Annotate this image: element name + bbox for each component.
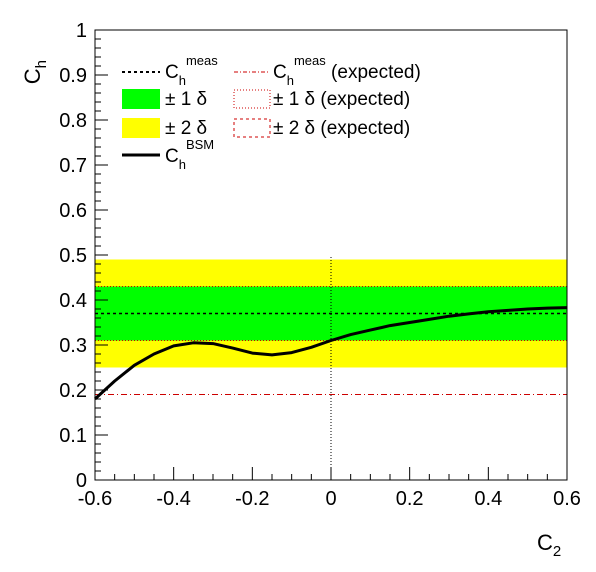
legend-label-meas-expected: Chmeas (expected) — [273, 53, 421, 88]
y-tick-label: 0 — [76, 470, 87, 492]
legend-label-bsm: ChBSM — [165, 137, 214, 172]
legend-swatch-1sigma — [122, 89, 160, 109]
x-tick-label: 0.2 — [396, 488, 424, 510]
y-tick-label: 0.3 — [59, 335, 87, 357]
bsm-curve — [93, 306, 568, 401]
bsm-curve-group — [93, 306, 568, 401]
y-tick-label: 0.7 — [59, 155, 87, 177]
y-tick-label: 0.1 — [59, 425, 87, 447]
x-tick-label: -0.4 — [156, 488, 190, 510]
y-ticks: 0 0.1 0.2 0.3 0.4 0.5 0.6 0.7 0.8 0.9 1 — [59, 20, 108, 492]
legend-label-1sigma: ± 1 δ — [165, 89, 207, 110]
x-tick-label: 0 — [325, 488, 336, 510]
y-tick-label: 1 — [76, 20, 87, 42]
y-axis-title: Ch — [20, 60, 50, 84]
legend-swatch-2sigma-expected — [233, 118, 271, 138]
legend-swatch-2sigma — [122, 118, 160, 138]
x-ticks: -0.6 -0.4 -0.2 0 0.2 0.4 0.6 — [78, 467, 581, 510]
y-tick-label: 0.8 — [59, 110, 87, 132]
y-tick-label: 0.5 — [59, 245, 87, 267]
x-tick-label: 0.4 — [474, 488, 502, 510]
x-axis-title: C2 — [537, 530, 561, 560]
x-tick-label: -0.6 — [78, 488, 112, 510]
reference-lines — [95, 255, 567, 480]
x-tick-label: -0.2 — [235, 488, 269, 510]
legend: Chmeas ± 1 δ ± 2 δ ChBSM Chmeas (expecte… — [122, 53, 421, 172]
y-tick-label: 0.9 — [59, 65, 87, 87]
x-tick-label: 0.6 — [553, 488, 581, 510]
legend-label-2sigma-expected: ± 2 δ (expected) — [273, 118, 410, 139]
legend-label-1sigma-expected: ± 1 δ (expected) — [273, 89, 410, 110]
legend-label-2sigma: ± 2 δ — [165, 118, 207, 139]
y-tick-label: 0.6 — [59, 200, 87, 222]
legend-label-meas: Chmeas — [165, 53, 218, 88]
y-tick-label: 0.4 — [59, 290, 87, 312]
y-tick-label: 0.2 — [59, 380, 87, 402]
legend-swatch-1sigma-expected — [233, 89, 271, 109]
